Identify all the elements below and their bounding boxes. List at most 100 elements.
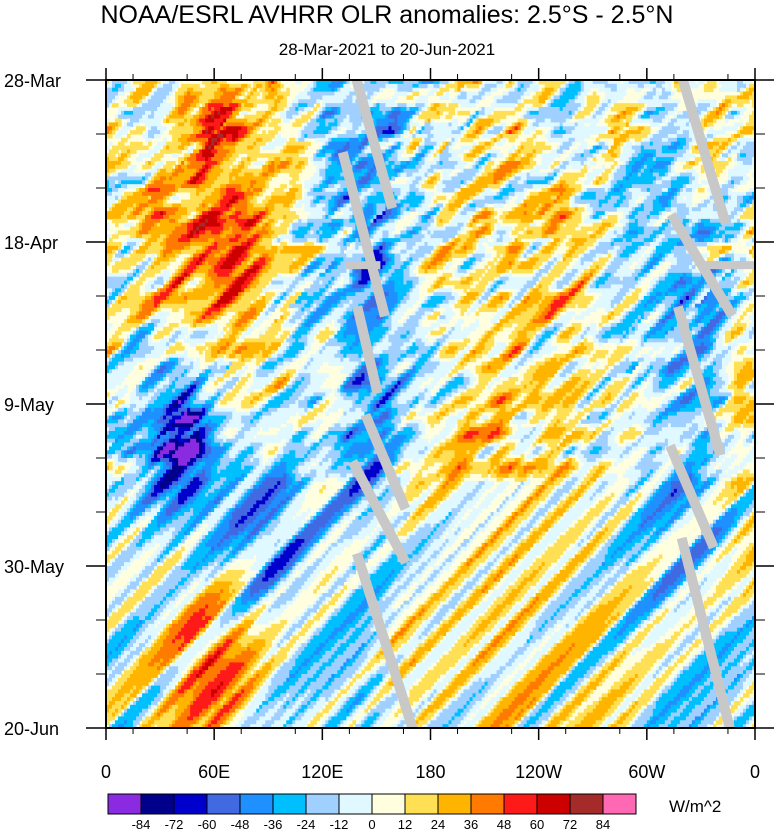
field-cell [631,242,645,247]
field-cell [115,180,119,185]
field-cell [703,299,720,305]
field-cell [139,99,143,104]
field-cell [367,91,375,97]
field-cell [703,199,711,205]
field-cell [349,238,356,243]
field-cell [643,145,663,151]
field-cell [718,107,723,112]
field-cell [346,284,350,289]
field-cell [424,145,435,151]
field-cell [235,299,239,305]
field-cell [496,280,504,286]
field-cell [685,296,690,301]
field-cell [637,303,645,309]
field-cell [181,164,188,170]
field-cell [256,276,260,282]
field-cell [679,188,684,193]
field-cell [193,176,200,181]
field-cell [424,296,429,301]
field-cell [619,265,630,270]
field-cell [748,296,753,301]
field-cell [205,164,209,170]
field-cell [367,284,371,289]
field-cell [313,253,317,259]
field-cell [127,280,131,286]
field-cell [340,249,344,255]
field-cell [505,157,510,162]
field-cell [415,284,420,289]
field-cell [106,257,113,262]
field-cell [595,242,600,247]
field-cell [388,184,411,189]
field-cell [562,253,567,259]
field-cell [295,234,305,239]
field-cell [700,288,705,293]
field-cell [340,245,347,251]
field-cell [346,238,350,243]
field-cell [415,307,420,313]
field-cell [733,269,738,274]
field-cell [187,118,191,124]
field-cell [448,103,459,108]
field-cell [121,161,131,166]
field-cell [124,245,131,251]
field-cell [607,80,621,85]
field-cell [250,157,257,162]
field-cell [598,134,621,139]
field-cell [127,315,131,320]
field-cell [340,222,344,228]
field-cell [214,296,218,301]
field-cell [223,195,233,201]
field-cell [520,114,525,120]
field-cell [739,303,744,309]
field-cell [607,276,621,282]
field-cell [355,226,359,232]
field-cell [268,103,275,108]
field-cell [673,303,678,309]
field-cell [217,245,227,251]
field-cell [658,234,666,239]
field-cell [364,164,375,170]
field-cell [268,161,272,166]
field-cell [724,315,729,320]
field-cell [643,164,648,170]
field-cell [556,180,561,185]
field-cell [475,211,480,216]
field-cell [493,238,498,243]
field-cell [526,107,540,112]
field-cell [637,211,651,216]
field-cell [418,153,426,158]
field-cell [421,157,426,162]
field-cell [730,272,735,278]
field-cell [523,153,528,158]
field-cell [748,114,755,120]
field-cell [220,184,227,189]
field-cell [226,245,230,251]
field-cell [214,253,221,259]
field-cell [166,288,173,293]
field-cell [307,191,338,197]
field-cell [508,137,516,143]
field-cell [703,83,717,89]
field-cell [616,87,627,93]
field-cell [562,149,567,154]
field-cell [400,249,408,255]
field-cell [154,257,158,262]
field-cell [643,253,651,259]
field-cell [646,269,651,274]
field-cell [373,245,378,251]
field-cell [460,238,468,243]
field-cell [193,99,200,104]
field-cell [706,303,717,309]
field-cell [289,222,293,228]
field-cell [544,315,552,320]
field-cell [388,145,393,151]
field-cell [409,134,414,139]
field-cell [490,288,495,293]
field-cell [121,299,143,305]
field-cell [106,276,128,282]
field-cell [259,276,272,282]
field-cell [391,245,396,251]
field-cell [502,296,510,301]
field-cell [115,114,119,120]
